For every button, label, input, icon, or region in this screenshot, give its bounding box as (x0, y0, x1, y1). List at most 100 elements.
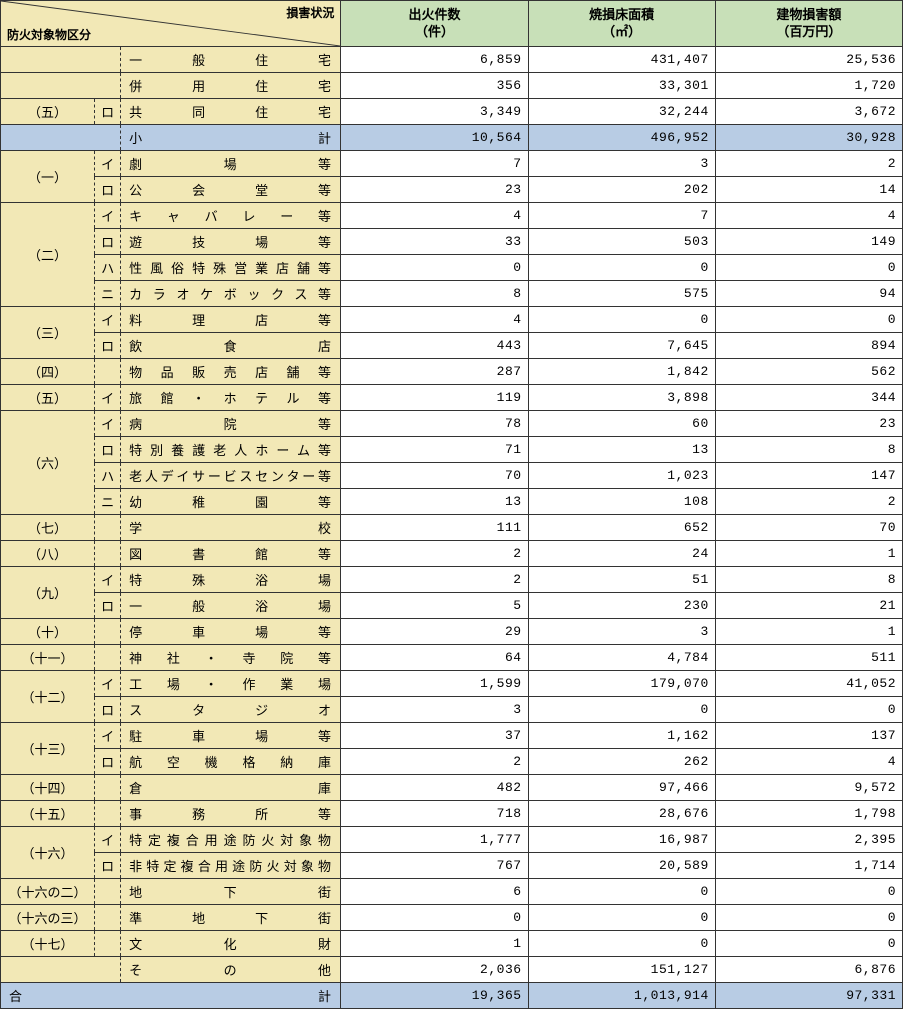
category-label: 図書館等 (121, 541, 341, 567)
value-cell: 6,876 (715, 957, 902, 983)
value-cell: 25,536 (715, 47, 902, 73)
value-cell: 8 (341, 281, 528, 307)
group-cell: （三） (1, 307, 95, 359)
table-row: （十六の二）地下街600 (1, 879, 903, 905)
col-header-fires: 出火件数（件） (341, 1, 528, 47)
category-label: 病院等 (121, 411, 341, 437)
value-cell: 32,244 (528, 99, 715, 125)
table-row: ニカラオケボックス等857594 (1, 281, 903, 307)
value-cell: 230 (528, 593, 715, 619)
table-row: （三）イ料理店等400 (1, 307, 903, 333)
table-row: ロ飲食店4437,645894 (1, 333, 903, 359)
value-cell: 14 (715, 177, 902, 203)
value-cell: 33,301 (528, 73, 715, 99)
value-cell: 23 (341, 177, 528, 203)
sub-cell: ニ (95, 281, 121, 307)
value-cell: 60 (528, 411, 715, 437)
value-cell: 443 (341, 333, 528, 359)
group-cell: （一） (1, 151, 95, 203)
category-label: 航空機格納庫 (121, 749, 341, 775)
sub-cell: イ (95, 203, 121, 229)
group-cell (1, 125, 121, 151)
value-cell: 0 (715, 905, 902, 931)
table-row: （四）物品販売店舗等2871,842562 (1, 359, 903, 385)
sub-cell: イ (95, 411, 121, 437)
value-cell: 3 (341, 697, 528, 723)
value-cell: 29 (341, 619, 528, 645)
group-cell: （十六） (1, 827, 95, 879)
value-cell: 0 (715, 255, 902, 281)
value-cell: 111 (341, 515, 528, 541)
group-cell (1, 957, 121, 983)
value-cell: 0 (528, 697, 715, 723)
value-cell: 2 (715, 489, 902, 515)
sub-cell (95, 879, 121, 905)
table-row: （二）イキャバレー等474 (1, 203, 903, 229)
group-cell: （十三） (1, 723, 95, 775)
sub-cell (95, 541, 121, 567)
value-cell: 33 (341, 229, 528, 255)
table-row: その他2,036151,1276,876 (1, 957, 903, 983)
group-cell: （十二） (1, 671, 95, 723)
value-cell: 70 (715, 515, 902, 541)
category-label: 準地下街 (121, 905, 341, 931)
group-cell: （六） (1, 411, 95, 515)
value-cell: 78 (341, 411, 528, 437)
sub-cell: イ (95, 307, 121, 333)
table-row: （十六の三）準地下街000 (1, 905, 903, 931)
value-cell: 0 (341, 905, 528, 931)
value-cell: 503 (528, 229, 715, 255)
header-diagonal: 損害状況 防火対象物区分 (1, 1, 341, 47)
table-row: ニ幼稚園等131082 (1, 489, 903, 515)
value-cell: 149 (715, 229, 902, 255)
value-cell: 0 (528, 307, 715, 333)
table-row: ロ非特定複合用途防火対象物76720,5891,714 (1, 853, 903, 879)
fire-damage-table: 損害状況 防火対象物区分 出火件数（件） 焼損床面積（㎡） 建物損害額（百万円）… (0, 0, 903, 1009)
value-cell: 344 (715, 385, 902, 411)
sub-cell: イ (95, 723, 121, 749)
category-label: 地下街 (121, 879, 341, 905)
value-cell: 1,023 (528, 463, 715, 489)
category-label: 倉庫 (121, 775, 341, 801)
group-cell: （五） (1, 99, 95, 125)
table-row: （十六）イ特定複合用途防火対象物1,77716,9872,395 (1, 827, 903, 853)
value-cell: 287 (341, 359, 528, 385)
group-cell: （十五） (1, 801, 95, 827)
value-cell: 575 (528, 281, 715, 307)
value-cell: 767 (341, 853, 528, 879)
value-cell: 4 (341, 203, 528, 229)
category-label: スタジオ (121, 697, 341, 723)
table-row: （十三）イ駐車場等371,162137 (1, 723, 903, 749)
value-cell: 1,162 (528, 723, 715, 749)
value-cell: 0 (715, 879, 902, 905)
value-cell: 94 (715, 281, 902, 307)
sub-cell: イ (95, 385, 121, 411)
value-cell: 431,407 (528, 47, 715, 73)
table-row: （八）図書館等2241 (1, 541, 903, 567)
category-label: 公会堂等 (121, 177, 341, 203)
category-label: 一般浴場 (121, 593, 341, 619)
sub-cell: ロ (95, 437, 121, 463)
value-cell: 3,672 (715, 99, 902, 125)
sub-cell: イ (95, 151, 121, 177)
table-row: 合計19,3651,013,91497,331 (1, 983, 903, 1009)
group-cell: （二） (1, 203, 95, 307)
value-cell: 2 (715, 151, 902, 177)
value-cell: 147 (715, 463, 902, 489)
category-label: 停車場等 (121, 619, 341, 645)
category-label: 旅館・ホテル等 (121, 385, 341, 411)
sub-cell: ロ (95, 333, 121, 359)
table-row: （一）イ劇場等732 (1, 151, 903, 177)
category-label: 物品販売店舗等 (121, 359, 341, 385)
value-cell: 13 (341, 489, 528, 515)
category-label: 性風俗特殊営業店舗等 (121, 255, 341, 281)
value-cell: 8 (715, 567, 902, 593)
value-cell: 7 (528, 203, 715, 229)
value-cell: 4 (715, 203, 902, 229)
value-cell: 151,127 (528, 957, 715, 983)
value-cell: 30,928 (715, 125, 902, 151)
table-row: （十四）倉庫48297,4669,572 (1, 775, 903, 801)
table-row: ロ特別養護老人ホーム等71138 (1, 437, 903, 463)
sub-cell: ロ (95, 229, 121, 255)
category-label: 非特定複合用途防火対象物 (121, 853, 341, 879)
